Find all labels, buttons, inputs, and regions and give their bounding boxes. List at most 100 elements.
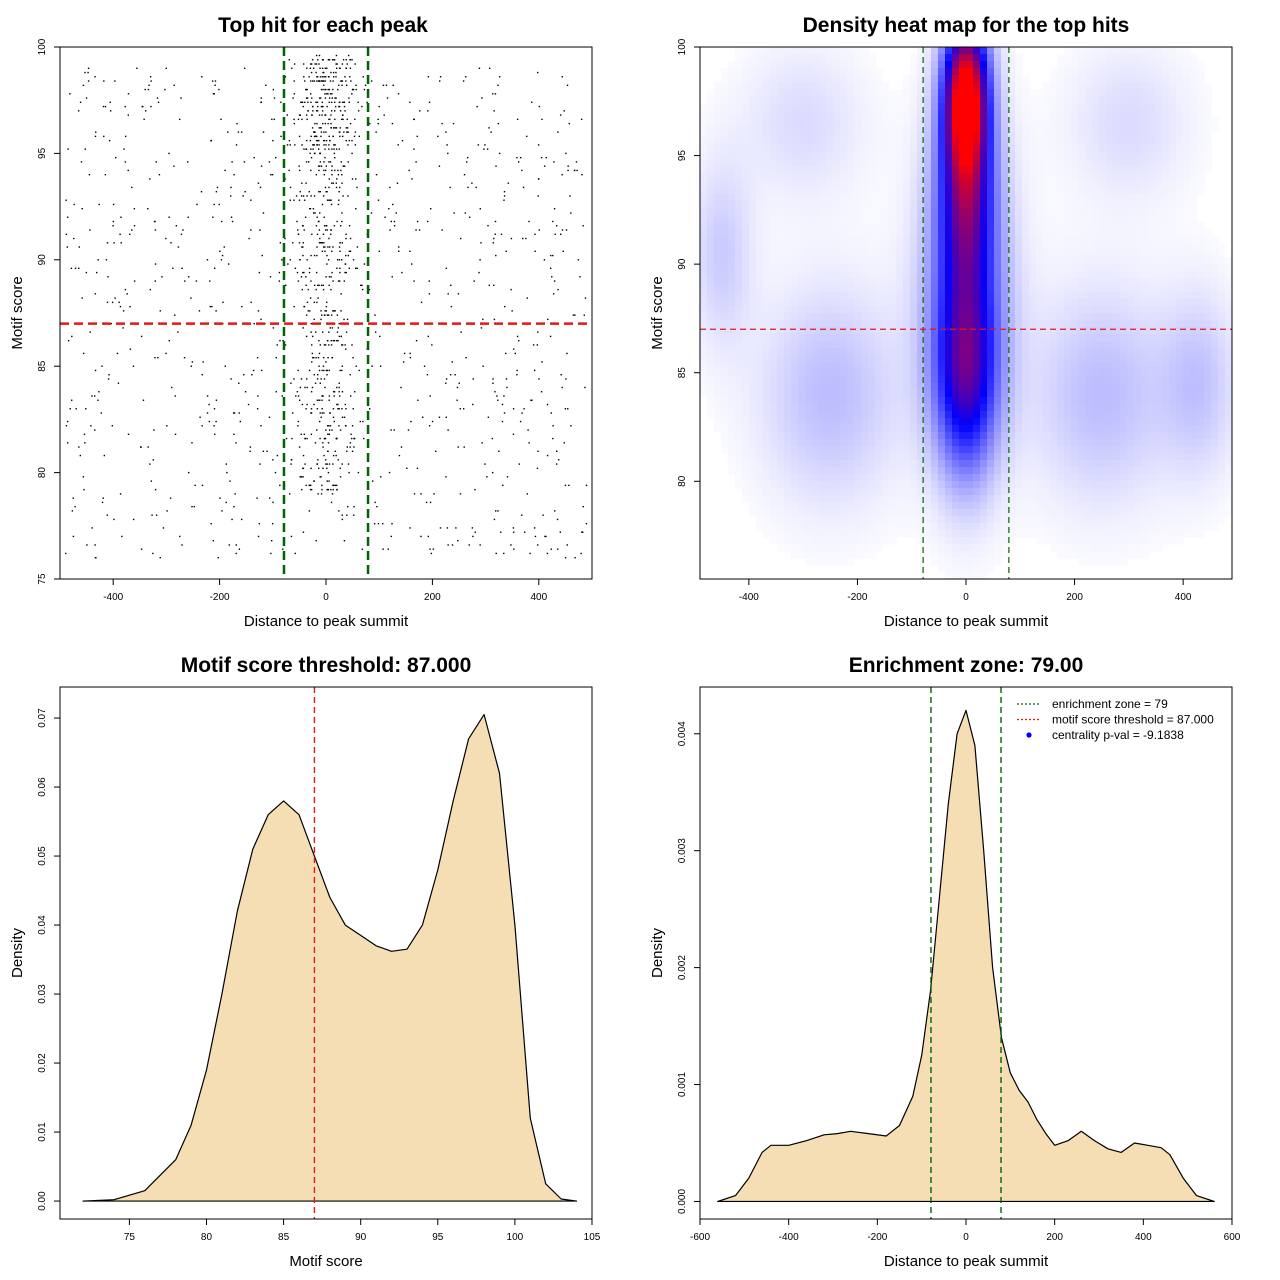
heatmap-cell [742,89,750,97]
heatmap-cell [889,481,897,489]
heatmap-cell [847,54,855,62]
scatter-point [502,484,504,487]
heatmap-cell [700,117,708,125]
scatter-point [383,114,385,116]
scatter-point [157,101,160,104]
heatmap-cell [987,173,995,181]
heatmap-cell [938,194,946,202]
heatmap-cell [840,432,848,440]
scatter-point [498,76,501,78]
scatter-point [332,408,335,410]
heatmap-cell [833,551,841,559]
heatmap-cell [987,544,995,552]
heatmap-cell [1015,68,1023,76]
heatmap-cell [896,292,904,300]
heatmap-cell [931,96,939,104]
heatmap-cell [742,159,750,167]
scatter-point [293,118,295,121]
heatmap-cell [966,334,974,342]
heatmap-cell [868,110,876,118]
scatter-point [466,156,469,159]
heatmap-cell [777,222,785,230]
heatmap-cell [742,390,750,398]
scatter-point [71,399,73,401]
heatmap-cell [966,348,974,356]
heatmap-cell [728,159,736,167]
heatmap-cell [742,222,750,230]
heatmap-cell [714,243,722,251]
scatter-point [211,80,214,82]
heatmap-cell [777,201,785,209]
heatmap-cell [980,117,988,125]
heatmap-cell [1001,551,1009,559]
scatter-point [427,335,430,338]
heatmap-cell [945,89,953,97]
scatter-point [328,276,331,278]
heatmap-cell [826,467,834,475]
heatmap-cell [833,131,841,139]
heatmap-cell [1029,159,1037,167]
heatmap-cell [994,173,1002,181]
scatter-point [188,471,190,474]
heatmap-cell [924,201,932,209]
heatmap-cell [777,173,785,181]
heatmap-cell [721,418,729,426]
scatter-point [288,59,290,61]
scatter-point [133,280,136,282]
scatter-point [81,297,83,299]
heatmap-cell [714,236,722,244]
scatter-point [352,356,354,359]
scatter-point [324,459,327,461]
scatter-point [325,165,327,167]
scatter-point [349,446,351,448]
scatter-point [308,484,311,487]
heatmap-cell [966,565,974,573]
heatmap-cell [931,131,939,139]
heatmap-cell [833,103,841,111]
heatmap-cell [805,404,813,412]
heatmap-cell [826,383,834,391]
heatmap-cell [966,327,974,335]
heatmap-cell [777,159,785,167]
scatter-point [220,118,222,121]
heatmap-cell [721,117,729,125]
scatter-point [214,84,216,87]
heatmap-cell [945,61,953,69]
heatmap-cell [896,411,904,419]
heatmap-cell [742,61,750,69]
heatmap-cell [1015,131,1023,139]
heatmap-cell [896,215,904,223]
scatter-point [369,122,371,125]
scatter-point [386,97,389,99]
heatmap-cell [819,250,827,258]
heatmap-cell [735,355,743,363]
heatmap-cell [1001,376,1009,384]
heatmap-cell [882,439,890,447]
heatmap-cell [910,187,918,195]
heatmap-cell [882,292,890,300]
heatmap-cell [987,523,995,531]
heatmap-cell [959,502,967,510]
heatmap-cell [903,131,911,139]
heatmap-cell [770,516,778,524]
heatmap-cell [994,271,1002,279]
heatmap-cell [728,467,736,475]
scatter-point [94,557,97,559]
heatmap-cell [966,89,974,97]
heatmap-cell [742,124,750,132]
scatter-point [330,122,332,125]
heatmap-cell [952,257,960,265]
heatmap-cell [910,341,918,349]
heatmap-cell [791,299,799,307]
scatter-point [289,144,291,146]
scatter-point [85,408,87,410]
scatter-point [300,476,303,478]
scatter-point [174,395,176,397]
scatter-point [165,67,167,69]
heatmap-cell [784,173,792,181]
scatter-point [322,80,325,82]
heatmap-cell [896,194,904,202]
heatmap-cell [819,145,827,153]
heatmap-cell [1022,222,1030,230]
heatmap-cell [952,537,960,545]
